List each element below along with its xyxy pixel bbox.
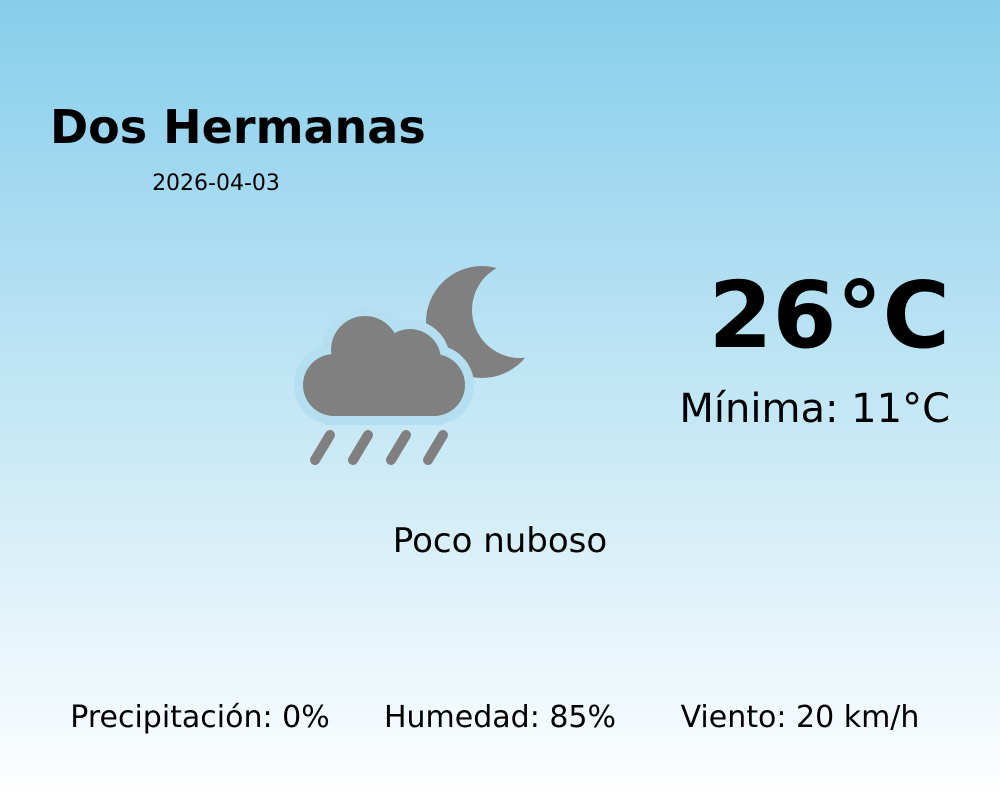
city-name: Dos Hermanas — [50, 100, 426, 154]
current-temperature: 26°C — [708, 262, 950, 369]
precipitation-stat: Precipitación: 0% — [70, 700, 330, 735]
humidity-stat: Humedad: 85% — [383, 700, 617, 735]
cloud-rain-moon-icon — [290, 250, 550, 484]
forecast-date: 2026-04-03 — [152, 171, 280, 196]
weather-condition: Poco nuboso — [392, 521, 608, 561]
minimum-temperature: Mínima: 11°C — [679, 386, 950, 432]
wind-stat: Viento: 20 km/h — [680, 700, 920, 735]
